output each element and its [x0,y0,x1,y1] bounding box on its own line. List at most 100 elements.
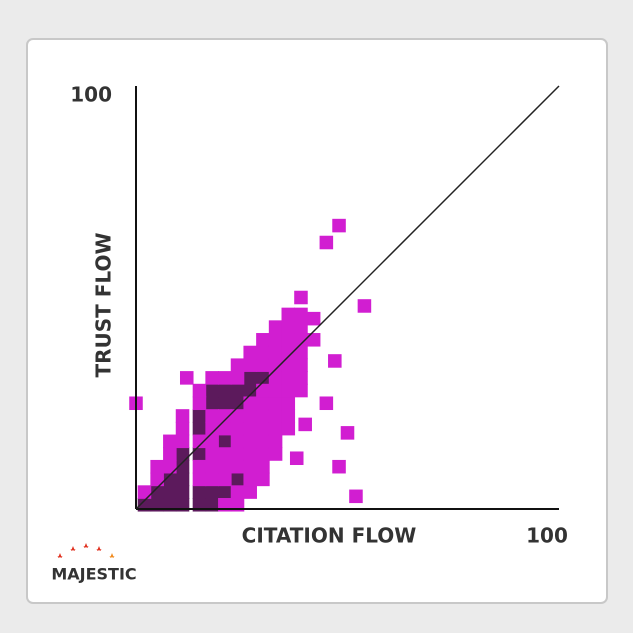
point [256,383,270,398]
point [192,383,207,398]
point [243,358,257,372]
point [256,459,270,474]
x-tick-label: 100 [526,524,568,548]
x-axis-label: CITATION FLOW [242,524,417,548]
point [218,472,232,487]
point [349,489,363,504]
point [256,345,270,360]
point [163,434,177,449]
point [230,358,245,372]
point [268,396,283,411]
point [230,472,245,487]
point [256,472,270,487]
point [319,235,334,250]
point [163,472,177,487]
point [243,396,257,411]
point [163,485,177,499]
point [218,485,232,499]
point [340,426,355,440]
point [298,417,312,432]
point [218,409,232,423]
point [205,447,219,461]
point [294,358,308,372]
point [268,320,283,334]
point [256,434,270,449]
point [175,447,190,461]
point [256,409,270,423]
point [294,345,308,360]
point [192,485,207,499]
point [281,358,296,372]
y-tick-label: 100 [70,83,112,107]
point [281,307,296,322]
point [243,485,257,499]
point [205,472,219,487]
point [294,320,308,334]
point [175,421,190,436]
point [281,396,296,411]
point [230,434,245,449]
point [243,345,257,360]
point [175,459,190,474]
point [205,409,219,423]
point [192,421,207,436]
point [294,290,308,305]
point [268,409,283,423]
point [192,459,207,474]
point [256,421,270,436]
point [192,396,207,411]
point [230,421,245,436]
y-axis-label: TRUST FLOW [92,232,116,377]
point [205,485,219,499]
point [256,447,270,461]
point [306,333,321,347]
point [175,409,190,423]
point [205,434,219,449]
point [281,409,296,423]
point [218,459,232,474]
point [218,447,232,461]
point [268,371,283,385]
point [281,320,296,334]
point [150,459,164,474]
point [256,371,270,385]
point [243,371,257,385]
point [192,447,207,461]
point [205,396,219,411]
point [268,383,283,398]
point [205,371,219,385]
point [163,447,177,461]
point [175,434,190,449]
point [230,371,245,385]
point [192,472,207,487]
point [205,383,219,398]
point [268,447,283,461]
point [230,396,245,411]
point [281,333,296,347]
point [256,396,270,411]
point [256,358,270,372]
point [175,472,190,487]
point [150,485,164,499]
point [163,459,177,474]
point [328,354,342,368]
point [192,434,207,449]
point [268,358,283,372]
point [205,459,219,474]
point [218,434,232,449]
point [281,383,296,398]
point [256,333,270,347]
point [332,218,346,233]
point [281,345,296,360]
point [294,371,308,385]
point [230,383,245,398]
point [268,421,283,436]
point [306,311,321,326]
point [268,345,283,360]
diagonal [135,85,560,510]
point [192,409,207,423]
point [218,421,232,436]
point [179,371,194,385]
